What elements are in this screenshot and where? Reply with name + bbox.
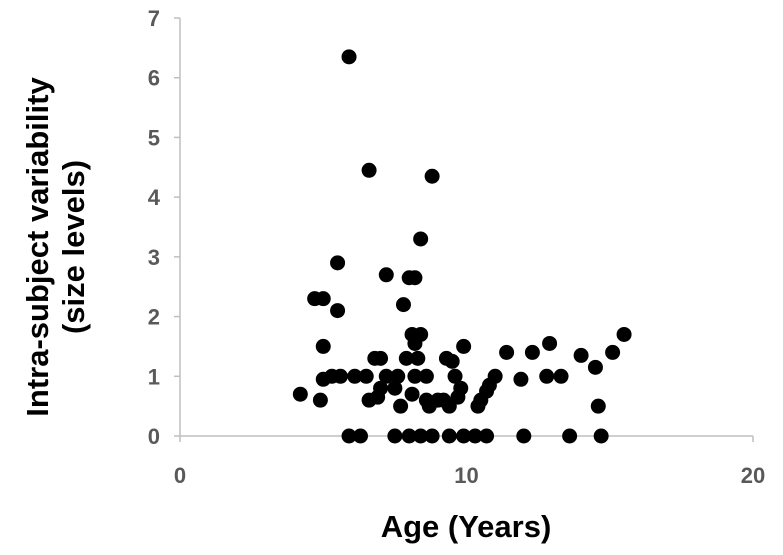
data-point <box>593 428 609 444</box>
y-axis-title-line-2: (size levels) <box>56 160 91 334</box>
data-point <box>539 368 555 384</box>
y-tick-labels: 0 1 2 3 4 5 6 7 <box>148 6 161 449</box>
x-tick-label: 10 <box>454 463 478 488</box>
data-point <box>441 428 457 444</box>
data-point <box>387 380 403 396</box>
data-point <box>352 428 368 444</box>
data-point <box>407 270 423 286</box>
data-point <box>587 359 603 375</box>
data-point <box>404 386 420 402</box>
y-tick-label: 4 <box>148 185 161 210</box>
y-axis-title-line-1: Intra-subject variability <box>20 77 55 417</box>
data-point <box>387 428 403 444</box>
data-point <box>401 428 417 444</box>
data-point <box>456 428 472 444</box>
y-tick-label: 3 <box>148 245 160 270</box>
data-point <box>467 428 483 444</box>
data-point <box>447 368 463 384</box>
data-point <box>616 326 632 342</box>
data-point <box>390 368 406 384</box>
data-point <box>407 368 423 384</box>
data-point <box>590 398 606 414</box>
axes <box>174 17 754 442</box>
y-tick-label: 2 <box>148 305 160 330</box>
data-point <box>487 368 503 384</box>
data-point <box>398 350 414 366</box>
data-point <box>562 428 578 444</box>
data-point <box>330 255 346 271</box>
data-point <box>542 335 558 351</box>
y-tick-label: 6 <box>148 66 160 91</box>
data-point <box>524 344 540 360</box>
data-point <box>418 368 434 384</box>
data-point <box>341 428 357 444</box>
data-point <box>413 428 429 444</box>
data-point <box>453 380 469 396</box>
data-point <box>341 49 357 65</box>
data-point <box>410 350 426 366</box>
data-point <box>424 168 440 184</box>
data-point <box>330 303 346 319</box>
data-point <box>513 371 529 387</box>
data-point <box>516 428 532 444</box>
data-point <box>373 380 389 396</box>
data-point <box>479 428 495 444</box>
y-tick-label: 1 <box>148 364 160 389</box>
data-point <box>499 344 515 360</box>
data-point <box>378 368 394 384</box>
data-point <box>553 368 569 384</box>
data-point <box>424 428 440 444</box>
data-points <box>292 49 632 444</box>
data-point <box>373 350 389 366</box>
x-tick-label: 0 <box>174 463 186 488</box>
y-axis-title: Intra-subject variability (size levels) <box>20 77 91 417</box>
data-point <box>573 347 589 363</box>
data-point <box>378 267 394 283</box>
y-tick-label: 7 <box>148 6 160 31</box>
x-tick-labels: 0 10 20 <box>174 463 765 488</box>
data-point <box>347 368 363 384</box>
data-point <box>332 368 348 384</box>
data-point <box>413 326 429 342</box>
data-point <box>292 386 308 402</box>
data-point <box>605 344 621 360</box>
x-axis-title: Age (Years) <box>381 509 552 544</box>
data-point <box>395 297 411 313</box>
data-point <box>444 353 460 369</box>
data-point <box>361 162 377 178</box>
data-point <box>312 392 328 408</box>
y-tick-label: 0 <box>148 424 160 449</box>
data-point <box>315 338 331 354</box>
x-tick-label: 20 <box>741 463 765 488</box>
data-point <box>358 368 374 384</box>
data-point <box>413 231 429 247</box>
data-point <box>456 338 472 354</box>
data-point <box>393 398 409 414</box>
y-tick-label: 5 <box>148 125 160 150</box>
data-point <box>315 291 331 307</box>
